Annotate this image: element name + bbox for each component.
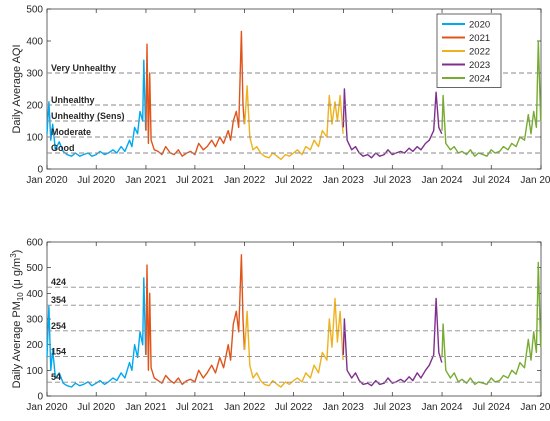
x-tick-label: Jul 2020 [77, 402, 115, 413]
y-tick-label: 400 [26, 289, 43, 300]
x-tick-label: Jan 2024 [421, 175, 463, 186]
x-tick-label: Jan 2025 [520, 402, 550, 413]
x-tick-label: Jul 2024 [472, 175, 510, 186]
reference-line-label: Moderate [51, 127, 91, 137]
y-tick-label: 500 [26, 5, 43, 16]
reference-line-label: 254 [51, 321, 66, 331]
x-tick-label: Jul 2020 [77, 175, 115, 186]
aqi-y-axis-label: Daily Average AQI [11, 44, 23, 133]
reference-line-label: Very Unhealthy [51, 63, 116, 73]
y-tick-label: 100 [26, 366, 43, 377]
pm10-y-axis-label: Daily Average PM10 (μ g/m3) [9, 250, 25, 389]
legend-label: 2023 [469, 60, 490, 71]
reference-line-label: 154 [51, 346, 66, 356]
y-tick-label: 600 [26, 238, 43, 249]
legend-label: 2022 [469, 47, 490, 58]
y-tick-label: 100 [26, 133, 43, 144]
x-tick-label: Jan 2020 [26, 402, 68, 413]
x-tick-label: Jul 2023 [373, 175, 411, 186]
series-line-2022 [244, 297, 344, 388]
plot-area [46, 8, 542, 170]
x-tick-label: Jan 2021 [125, 402, 167, 413]
y-tick-label: 300 [26, 69, 43, 80]
legend-label: 2021 [469, 33, 490, 44]
x-tick-label: Jan 2023 [323, 402, 365, 413]
series-line-2023 [342, 297, 443, 387]
reference-line-label: 54 [51, 372, 61, 382]
x-tick-label: Jul 2022 [275, 175, 313, 186]
x-tick-label: Jan 2023 [323, 175, 365, 186]
x-tick-label: Jan 2020 [26, 175, 68, 186]
reference-line-label: Good [51, 143, 75, 153]
legend-label: 2020 [469, 20, 490, 31]
x-tick-label: Jul 2021 [176, 402, 214, 413]
series-line-2024 [441, 261, 542, 386]
x-tick-label: Jan 2022 [224, 175, 266, 186]
x-tick-label: Jul 2023 [373, 402, 411, 413]
x-tick-label: Jan 2021 [125, 175, 167, 186]
y-tick-label: 300 [26, 315, 43, 326]
legend-label: 2024 [469, 74, 490, 85]
series-line-2022 [244, 85, 344, 161]
pm10-chart: Daily Average PM10 (μ g/m3) 0 100 200 300 40… [9, 238, 550, 414]
x-tick-label: Jul 2022 [275, 402, 313, 413]
x-tick-label: Jan 2024 [421, 402, 463, 413]
y-tick-label: 200 [26, 101, 43, 112]
aqi-chart: Daily Average AQI 0 100 200 300 400 500 Jan 20… [11, 5, 550, 187]
reference-line-label: 424 [51, 277, 66, 287]
y-tick-label: 200 [26, 340, 43, 351]
x-tick-label: Jul 2021 [176, 175, 214, 186]
x-tick-label: Jan 2022 [224, 402, 266, 413]
y-tick-label: 400 [26, 37, 43, 48]
y-tick-label: 0 [37, 392, 43, 403]
series-line-2024 [441, 40, 542, 157]
series-line-2023 [342, 88, 443, 159]
reference-line-label: Unhealthy [51, 95, 95, 105]
reference-line-label: 354 [51, 295, 66, 305]
y-tick-label: 0 [37, 165, 43, 176]
reference-line-label: Unhealthy (Sens) [51, 111, 125, 121]
x-tick-label: Jan 2025 [520, 175, 550, 186]
x-tick-label: Jul 2024 [472, 402, 510, 413]
y-tick-label: 500 [26, 263, 43, 274]
